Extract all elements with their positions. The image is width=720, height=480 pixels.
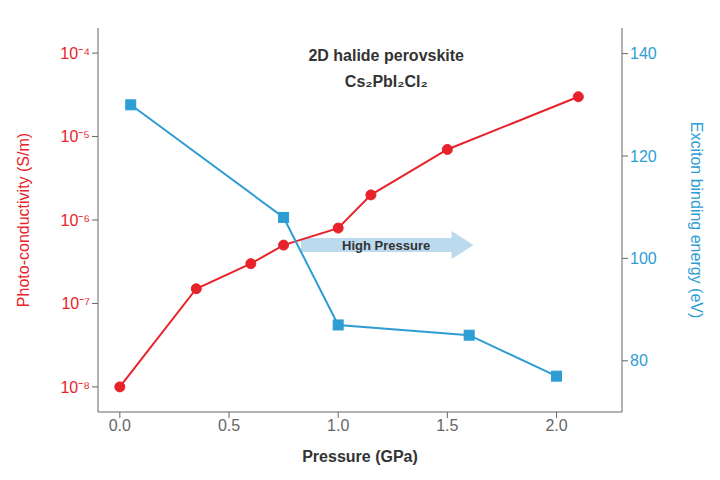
svg-text:0.5: 0.5	[218, 417, 240, 434]
svg-text:Pressure (GPa): Pressure (GPa)	[302, 448, 418, 465]
svg-text:80: 80	[630, 352, 648, 369]
svg-text:2.0: 2.0	[545, 417, 567, 434]
svg-text:10⁻⁷: 10⁻⁷	[61, 295, 90, 312]
html-text:2D halide perovskite: 2D halide perovskite	[308, 47, 464, 65]
svg-text:100: 100	[630, 250, 657, 267]
svg-text:10⁻⁸: 10⁻⁸	[60, 379, 90, 396]
svg-text:10⁻⁴: 10⁻⁴	[60, 45, 90, 62]
svg-text:High Pressure: High Pressure	[342, 238, 430, 253]
svg-text:0.0: 0.0	[109, 417, 131, 434]
svg-text:Exciton binding energy (eV): Exciton binding energy (eV)	[688, 122, 705, 319]
svg-text:10⁻⁶: 10⁻⁶	[61, 212, 90, 229]
svg-text:1.5: 1.5	[436, 417, 458, 434]
html-text:Cs₂PbI₂Cl₂: Cs₂PbI₂Cl₂	[344, 73, 428, 91]
svg-text:10⁻⁵: 10⁻⁵	[61, 128, 90, 145]
svg-text:1.0: 1.0	[327, 417, 349, 434]
svg-text:140: 140	[630, 45, 657, 62]
svg-text:Photo-conductivity (S/m): Photo-conductivity (S/m)	[15, 133, 32, 307]
svg-text:120: 120	[630, 148, 657, 165]
